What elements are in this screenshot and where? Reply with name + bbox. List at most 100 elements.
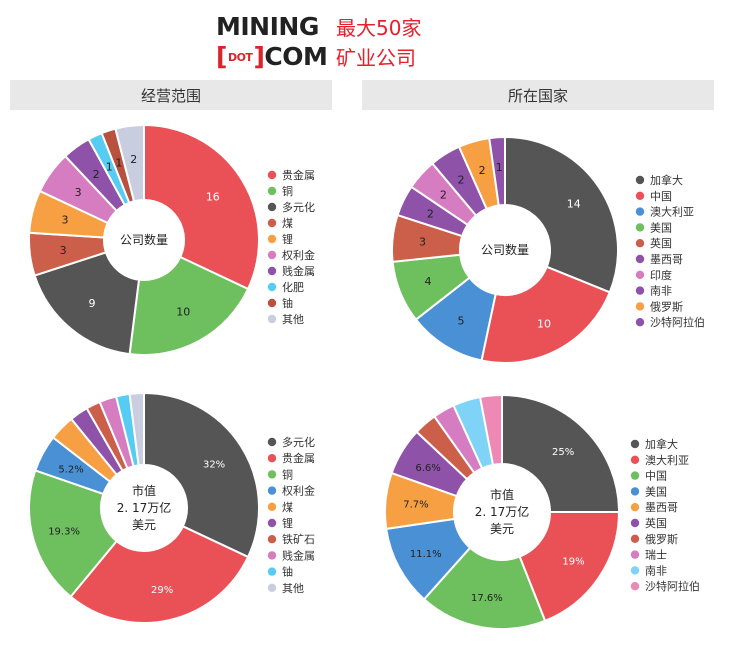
scope-count-legend-marker-5 bbox=[267, 234, 277, 244]
scope-count-legend-item-8: 化肥 bbox=[282, 280, 304, 294]
scope-marketcap-legend-marker-2 bbox=[267, 454, 277, 463]
country-count-legend-marker-10 bbox=[635, 318, 645, 327]
country-count-legend-item-10: 沙特阿拉伯 bbox=[650, 315, 705, 329]
country-marketcap-legend-marker-1 bbox=[630, 439, 640, 449]
scope-marketcap-legend-marker-9 bbox=[267, 567, 277, 576]
scope-marketcap-legend-item-6: 锂 bbox=[282, 516, 293, 530]
scope-marketcap-legend-item-3: 铜 bbox=[282, 467, 293, 481]
country-count-slice-10 bbox=[488, 135, 506, 207]
country-marketcap-legend-item-1: 加拿大 bbox=[645, 437, 678, 451]
country-count-legend-marker-1 bbox=[635, 175, 645, 185]
scope-count-legend-marker-1 bbox=[267, 170, 277, 180]
scope-marketcap-center-label-1: 市值 bbox=[132, 483, 156, 498]
scope-marketcap-legend-item-1: 多元化 bbox=[282, 435, 315, 449]
country-count-legend-item-9: 俄罗斯 bbox=[650, 300, 683, 313]
country-count-center-label-1: 公司数量 bbox=[481, 242, 529, 257]
scope-count-legend-marker-3 bbox=[267, 202, 277, 212]
scope-count-legend-item-6: 权利金 bbox=[282, 248, 315, 262]
country-marketcap-legend-marker-10 bbox=[630, 582, 640, 591]
country-marketcap-legend-marker-4 bbox=[630, 487, 640, 496]
scope-count-legend-marker-2 bbox=[267, 186, 277, 196]
country-count-slice-label-2: 10 bbox=[537, 317, 551, 330]
scope-marketcap-legend-item-7: 铁矿石 bbox=[282, 533, 315, 546]
scope-count-slice-10 bbox=[114, 123, 145, 203]
scope-count-legend-item-10: 其他 bbox=[282, 313, 304, 326]
country-count-legend-item-2: 中国 bbox=[650, 190, 672, 203]
scope-marketcap-slice-label-1: 32% bbox=[203, 460, 225, 471]
country-count-slice-label-3: 5 bbox=[458, 314, 465, 327]
scope-marketcap-legend-item-10: 其他 bbox=[282, 582, 304, 595]
scope-marketcap-center-label-3: 美元 bbox=[132, 518, 156, 532]
scope-count-legend-item-5: 锂 bbox=[282, 232, 293, 246]
country-count-legend-item-7: 印度 bbox=[650, 268, 672, 282]
country-marketcap-legend-item-10: 沙特阿拉伯 bbox=[645, 579, 700, 593]
country-marketcap-slice-label-1: 25% bbox=[552, 447, 574, 458]
scope-count-legend-item-1: 贵金属 bbox=[282, 168, 315, 182]
country-count-legend-marker-7 bbox=[635, 270, 645, 279]
scope-count-legend-item-9: 铀 bbox=[282, 296, 293, 310]
country-count-legend-item-4: 美国 bbox=[650, 221, 672, 234]
country-marketcap-slice-2 bbox=[518, 511, 621, 623]
country-marketcap-slice-label-3: 17.6% bbox=[471, 593, 503, 604]
scope-count-slice-1 bbox=[143, 123, 260, 291]
country-marketcap-slice-3 bbox=[422, 546, 547, 630]
country-count-legend-item-8: 南非 bbox=[650, 285, 672, 298]
tagline-line1: 最大50家 bbox=[336, 16, 422, 40]
country-marketcap-slice-label-2: 19% bbox=[562, 557, 584, 568]
country-marketcap-legend-item-4: 美国 bbox=[645, 485, 667, 498]
country-count-slice-label-9: 2 bbox=[479, 164, 486, 177]
country-marketcap-legend-item-7: 俄罗斯 bbox=[645, 533, 678, 546]
country-marketcap-legend-marker-7 bbox=[630, 534, 640, 543]
country-count-slice-label-10: 1 bbox=[496, 161, 503, 174]
country-count-slice-1 bbox=[504, 135, 619, 294]
scope-marketcap-legend-item-8: 贱金属 bbox=[282, 548, 315, 562]
scope-marketcap-legend-marker-8 bbox=[267, 551, 277, 560]
scope-marketcap-slice-label-2: 29% bbox=[151, 585, 173, 596]
scope-marketcap-legend-marker-7 bbox=[267, 535, 277, 544]
scope-marketcap-legend-item-5: 煤 bbox=[282, 501, 293, 514]
country-marketcap-slice-label-5: 7.7% bbox=[403, 500, 428, 511]
country-count-legend-marker-3 bbox=[635, 207, 645, 216]
country-count-slice-label-5: 3 bbox=[419, 235, 426, 248]
section-title-scope: 经营范围 bbox=[10, 80, 332, 110]
logo-line2: [DOT]COM bbox=[216, 42, 328, 71]
country-count-slice-label-7: 2 bbox=[440, 188, 447, 201]
country-marketcap-slice-label-4: 11.1% bbox=[410, 549, 442, 560]
scope-marketcap-legend-item-4: 权利金 bbox=[282, 484, 315, 498]
country-count-slice-label-4: 4 bbox=[425, 275, 432, 288]
scope-marketcap-center-label-2: 2. 17万亿 bbox=[117, 500, 172, 515]
country-marketcap-legend-marker-8 bbox=[630, 550, 640, 559]
logo-line1: MINING bbox=[216, 12, 319, 41]
scope-count-slice-3 bbox=[33, 251, 141, 356]
scope-count-slice-label-5: 3 bbox=[62, 214, 69, 227]
country-marketcap-slice-10 bbox=[478, 393, 503, 467]
scope-count-slice-label-1: 16 bbox=[206, 190, 220, 203]
scope-marketcap-slice-2 bbox=[69, 524, 250, 624]
scope-count-legend-marker-6 bbox=[267, 250, 277, 260]
scope-count-legend-marker-10 bbox=[267, 314, 277, 324]
country-count-legend-marker-5 bbox=[635, 239, 645, 248]
country-count-legend-marker-9 bbox=[635, 302, 645, 311]
scope-count-legend-marker-7 bbox=[267, 266, 277, 276]
country-count-slice-label-1: 14 bbox=[567, 198, 581, 211]
logo-bracket-close: ] bbox=[253, 42, 265, 71]
scope-count-slice-label-3: 9 bbox=[89, 297, 96, 310]
country-count-legend-item-1: 加拿大 bbox=[650, 173, 683, 187]
scope-marketcap-legend-marker-3 bbox=[267, 470, 277, 479]
scope-marketcap-legend-marker-6 bbox=[267, 518, 277, 528]
country-marketcap-legend-item-5: 墨西哥 bbox=[645, 501, 678, 514]
country-marketcap-center-label-2: 2. 17万亿 bbox=[475, 504, 530, 519]
scope-marketcap-legend-marker-1 bbox=[267, 437, 277, 447]
scope-count-slice-label-4: 3 bbox=[60, 244, 67, 257]
scope-count-legend-item-3: 多元化 bbox=[282, 200, 315, 214]
scope-count-legend-item-7: 贱金属 bbox=[282, 264, 315, 278]
scope-marketcap-slice-label-3: 19.3% bbox=[48, 526, 80, 537]
country-marketcap-legend-item-6: 英国 bbox=[645, 516, 667, 530]
scope-count-slice-label-2: 10 bbox=[176, 305, 190, 318]
scope-marketcap-legend-item-9: 铀 bbox=[282, 565, 293, 579]
scope-count-slice-label-10: 2 bbox=[130, 153, 137, 166]
scope-count-slice-label-9: 1 bbox=[115, 156, 122, 169]
scope-count-legend-marker-4 bbox=[267, 218, 277, 228]
